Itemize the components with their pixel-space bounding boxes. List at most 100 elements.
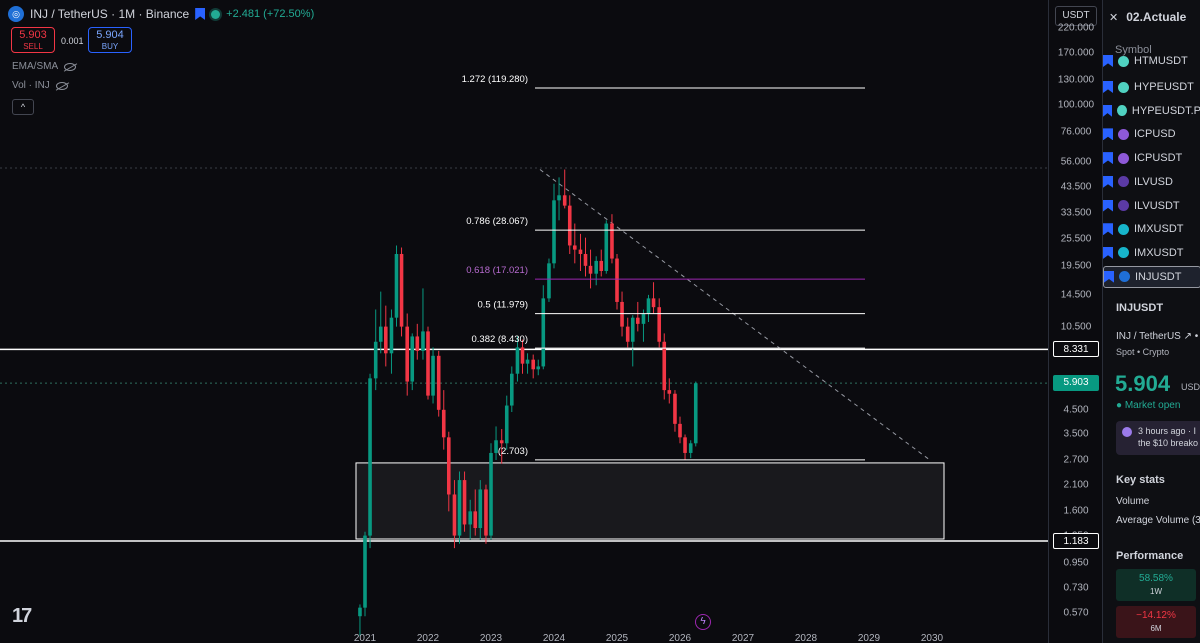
price-tick: 130.000 — [1057, 74, 1095, 86]
candle-body — [457, 480, 462, 536]
flag-icon[interactable] — [1104, 270, 1114, 283]
watchlist-item[interactable]: ICPUSDT — [1103, 147, 1200, 169]
avg-volume-label: Average Volume (3 — [1116, 515, 1200, 526]
candle-body — [452, 494, 457, 536]
watchlist-item[interactable]: HYPEUSDT — [1103, 76, 1200, 98]
price-tick: 14.500 — [1060, 289, 1092, 301]
trendline — [539, 169, 930, 460]
performance-1w[interactable]: 58.58% 1W — [1116, 569, 1196, 601]
buy-label: BUY — [101, 42, 119, 51]
flag-icon[interactable] — [1103, 175, 1113, 188]
x-icon — [1118, 223, 1129, 235]
candle-body — [478, 489, 483, 529]
ilv-icon — [1118, 176, 1129, 188]
candle-body — [604, 223, 609, 272]
chart-pane[interactable]: 1.272 (119.280) 0.786 (28.067) 0.618 (17.0… — [0, 0, 1048, 643]
watchlist-item[interactable]: HYPEUSDT.P — [1103, 100, 1200, 122]
sell-button[interactable]: 5.903 SELL — [11, 27, 55, 53]
candle-body — [610, 223, 614, 259]
candle-body — [594, 260, 599, 274]
candle-body — [541, 298, 546, 367]
watchlist-item-partial[interactable]: HTMUSDT — [1103, 53, 1200, 69]
price-scale[interactable]: USDT 220.000 170.000 130.000 100.000 76.000 5… — [1048, 0, 1102, 643]
candle-body — [468, 511, 473, 525]
flag-icon[interactable] — [195, 8, 206, 20]
candle-body — [651, 298, 656, 308]
news-line-1: 3 hours ago · I — [1138, 426, 1197, 436]
watchlist-item[interactable]: IMXUSDT — [1103, 218, 1200, 240]
eye-hidden-icon[interactable] — [64, 62, 77, 71]
candle-body — [410, 336, 415, 382]
flag-icon[interactable] — [1103, 199, 1113, 212]
buy-button[interactable]: 5.904 BUY — [88, 27, 132, 53]
candle-body — [562, 195, 567, 206]
news-headline[interactable]: 3 hours ago · I the $10 breako — [1116, 421, 1200, 455]
candle-body — [552, 200, 556, 264]
candle-body — [657, 307, 662, 342]
candle-body — [436, 355, 441, 410]
watchlist-item-label: HYPEUSDT — [1134, 81, 1194, 93]
watchlist-sidebar[interactable]: ✕ 02.Actuale Symbol HTMUSDT HYPEUSDT HYPE… — [1102, 0, 1200, 643]
indicator-ema-sma[interactable]: EMA/SMA — [12, 61, 77, 72]
infinity-icon — [1118, 128, 1129, 140]
flag-icon[interactable] — [1103, 246, 1113, 259]
flag-icon[interactable] — [1103, 223, 1113, 236]
candle-body — [620, 301, 624, 327]
buy-price: 5.904 — [96, 29, 124, 41]
flag-icon[interactable] — [1103, 128, 1113, 141]
fib-level-label: 0.5 (11.979) — [477, 300, 528, 311]
candle-body — [693, 383, 698, 444]
candle-body — [567, 205, 572, 246]
watchlist-item[interactable]: IMXUSDT — [1103, 242, 1200, 264]
price-tick: 3.500 — [1063, 428, 1089, 440]
price-tick: 10.500 — [1060, 321, 1092, 333]
watchlist-item-label: IMXUSDT — [1134, 246, 1184, 259]
watchlist-menu-icon[interactable]: ✕ — [1109, 11, 1119, 24]
symbol-legend[interactable]: ◎ INJ / TetherUS · 1M · Binance +2.481 (… — [8, 6, 314, 22]
performance-6m[interactable]: −14.12% 6M — [1116, 606, 1196, 638]
price-tick: 220.000 — [1057, 22, 1095, 34]
candle-body — [415, 336, 420, 351]
column-header-symbol[interactable]: Symbol — [1115, 44, 1152, 56]
candle-body — [378, 326, 383, 342]
detail-market-type: Spot • Crypto — [1116, 347, 1170, 357]
candle-body — [673, 393, 677, 424]
inj-logo-icon: ◎ — [8, 6, 24, 22]
fib-level-label: 0.382 (8.430) — [471, 334, 528, 345]
watchlist-header[interactable]: ✕ 02.Actuale — [1103, 10, 1200, 24]
candle-body — [515, 347, 520, 374]
watchlist-item[interactable]: INJUSDT — [1103, 265, 1200, 288]
external-link-icon[interactable]: ↗ — [1183, 331, 1193, 342]
collapse-legend-button[interactable]: ^ — [12, 99, 34, 115]
candle-body — [520, 347, 525, 364]
detail-price: 5.904 — [1115, 371, 1171, 396]
flag-icon[interactable] — [1103, 55, 1113, 67]
time-axis-label: 2023 — [480, 633, 503, 643]
candle-body — [462, 480, 467, 525]
price-chart[interactable]: 1.272 (119.280) 0.786 (28.067) 0.618 (17.0… — [0, 0, 1048, 643]
flag-icon[interactable] — [1103, 152, 1113, 165]
candle-body — [426, 331, 430, 396]
detail-name[interactable]: INJ / TetherUS ↗ • — [1116, 331, 1199, 342]
price-tick: 2.700 — [1063, 454, 1089, 466]
candle-body — [484, 489, 488, 536]
candle-body — [547, 263, 551, 299]
watchlist-item[interactable]: ILVUSD — [1103, 171, 1200, 193]
watchlist-item[interactable]: ICPUSD — [1103, 123, 1200, 145]
symbol-title: INJ / TetherUS · 1M · Binance — [30, 7, 190, 21]
indicator-volume[interactable]: Vol · INJ — [12, 80, 68, 91]
candle-body — [599, 260, 604, 272]
eye-hidden-icon[interactable] — [55, 81, 68, 90]
candle-body — [635, 317, 640, 324]
watchlist-item[interactable]: ILVUSDT — [1103, 195, 1200, 217]
lightning-icon[interactable]: ϟ — [695, 614, 711, 630]
currency-selector[interactable]: USDT — [1055, 6, 1097, 26]
candle-body — [441, 409, 446, 438]
flag-icon[interactable] — [1103, 81, 1113, 93]
flag-icon[interactable] — [1103, 104, 1113, 117]
candle-body — [662, 341, 667, 391]
price-tick: 0.730 — [1063, 582, 1089, 594]
perf-period: 6M — [1150, 624, 1162, 633]
perf-value: 58.58% — [1139, 573, 1173, 584]
time-axis-label: 2028 — [795, 633, 818, 643]
